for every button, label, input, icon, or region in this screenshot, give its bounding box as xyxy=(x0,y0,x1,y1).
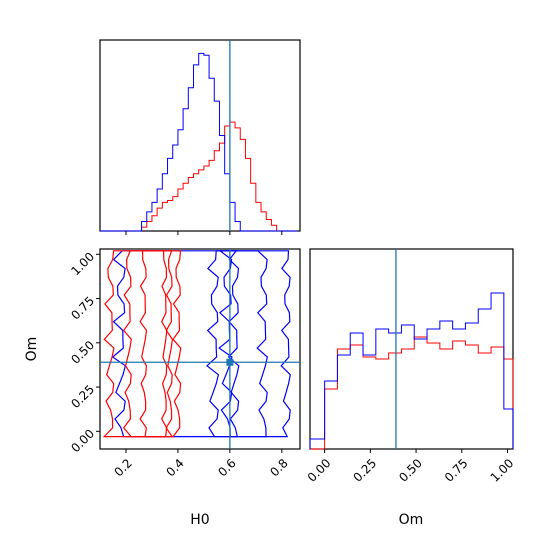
joint-frame xyxy=(99,248,301,450)
hist-om-ticks: 0.00 0.25 0.50 0.75 1.00 xyxy=(305,449,517,485)
joint-y-ticks: 0.00 0.25 0.50 0.75 1.00 xyxy=(68,250,100,455)
joint-y-label-4: 1.00 xyxy=(68,250,97,279)
joint-contour-blue-mid xyxy=(218,250,268,438)
hist-om-ticks-label-4: 1.00 xyxy=(488,456,517,485)
joint-contour-red-inner xyxy=(139,250,168,438)
hist-om-ticks-label-2: 0.50 xyxy=(396,456,425,485)
hist-h0-series-1 xyxy=(100,52,298,232)
joint-x-ticks-label-2: 0.6 xyxy=(215,456,238,479)
joint-x-ticks-label-0: 0.2 xyxy=(111,456,134,479)
hist-om-ticks-label-1: 0.25 xyxy=(350,456,379,485)
joint-y-label-2: 0.50 xyxy=(68,338,97,367)
hist-h0-frame xyxy=(99,39,301,232)
joint-x-ticks-label-3: 0.8 xyxy=(267,456,290,479)
joint-contour-blue-wide xyxy=(111,250,240,438)
ylabel-om: Om xyxy=(24,337,40,362)
hist-om-ticks-label-3: 0.75 xyxy=(442,456,471,485)
joint-contour-red-mid xyxy=(122,250,174,438)
joint-contours-group xyxy=(102,250,291,438)
hist-h0-panel xyxy=(99,39,301,235)
joint-x-ticks: 0.2 0.4 0.6 0.8 xyxy=(111,449,291,479)
joint-contour-blue-outer xyxy=(206,250,291,438)
joint-y-label-3: 0.75 xyxy=(68,294,97,323)
joint-y-label-0: 0.00 xyxy=(68,426,97,455)
hist-om-ticks-label-0: 0.00 xyxy=(305,456,334,485)
hist-om-series-1 xyxy=(309,292,514,449)
hist-om-panel: 0.00 0.25 0.50 0.75 1.00 xyxy=(305,248,517,485)
hist-om-frame xyxy=(309,248,514,450)
joint-y-label-1: 0.25 xyxy=(68,382,97,411)
hist-h0-series-0 xyxy=(100,121,298,232)
joint-contour-red-outer xyxy=(102,250,182,438)
truth-point-marker xyxy=(226,358,234,366)
joint-x-ticks-label-1: 0.4 xyxy=(163,456,186,479)
hist-om-series-0 xyxy=(310,336,514,450)
hist-h0-ticks xyxy=(125,231,283,235)
hist-om-series-group xyxy=(309,292,514,450)
hist-h0-series-group xyxy=(100,52,298,232)
xlabel-h0: H0 xyxy=(190,512,209,528)
xlabel-om: Om xyxy=(399,512,424,528)
joint-panel: 0.2 0.4 0.6 0.8 0.00 0.25 0.50 0.75 1.00 xyxy=(68,248,301,479)
